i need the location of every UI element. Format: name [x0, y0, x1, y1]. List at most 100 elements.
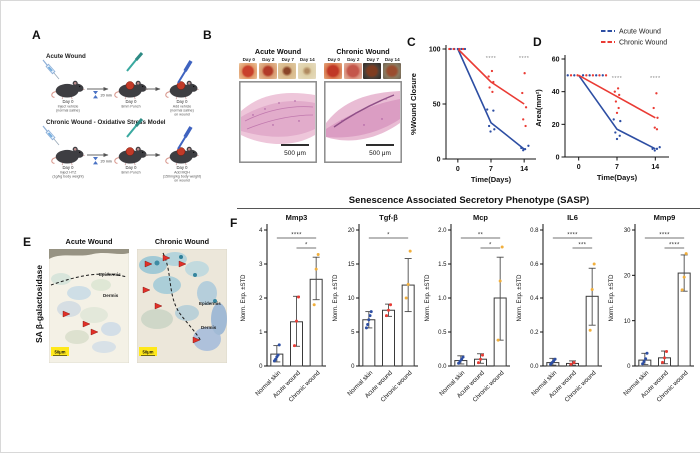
divider [237, 208, 700, 209]
data-point [406, 282, 410, 286]
panel-e-label: E [23, 235, 32, 249]
acute-mouse-3 [165, 60, 200, 100]
x-tick-label: 0 [456, 166, 460, 173]
data-point [644, 357, 648, 361]
wound-photo [363, 63, 381, 79]
data-point [408, 249, 412, 253]
panel-d-label: D [533, 35, 542, 49]
data-point [523, 72, 526, 75]
data-point [614, 131, 617, 134]
data-point [656, 116, 659, 119]
y-tick-label: 4 [259, 228, 263, 234]
significance-label: *** [578, 243, 586, 249]
step-caption: Inject vehicle [58, 105, 79, 109]
data-point [591, 74, 595, 77]
senescent-cell-arrowheads [62, 310, 99, 336]
data-point [498, 279, 502, 283]
y-tick-label: 0 [437, 157, 441, 164]
data-point [614, 100, 618, 103]
chronic-mouse-3 [165, 126, 200, 166]
scale-box [51, 347, 69, 356]
chart-title: Mmp9 [654, 213, 676, 222]
legend-label: Acute Wound [619, 29, 661, 36]
data-point [461, 47, 465, 51]
step-day: Day 0 [63, 99, 75, 104]
y-axis-title: Norm. Exp. ±STD [609, 274, 615, 322]
data-point [642, 359, 646, 363]
step-day: Day 0 [177, 165, 189, 170]
data-point [682, 275, 686, 279]
y-tick-label: 0.8 [530, 228, 539, 234]
legend-label: Chronic Wound [619, 40, 667, 47]
y-tick-label: 60 [552, 57, 560, 64]
chart-title: Mcp [473, 213, 488, 222]
y-tick-label: 0 [556, 155, 560, 162]
interval-label: 20 min [101, 160, 112, 164]
step-caption: (normal saline) [170, 109, 194, 113]
data-point [316, 252, 320, 256]
significance-label: **** [486, 56, 497, 62]
syringe-icon [42, 59, 60, 80]
sa-bgal-positive-spots [154, 255, 217, 303]
y-tick-label: 0 [351, 364, 355, 370]
wound-icon [176, 81, 186, 90]
data-point [601, 74, 604, 77]
step-caption: Add MQH [174, 171, 190, 175]
y-tick-label: 20 [552, 122, 560, 129]
data-point [493, 128, 496, 131]
series-line [457, 48, 525, 105]
data-point [293, 344, 296, 348]
y-axis-title: Norm. Exp. ±STD [241, 274, 247, 322]
data-point [487, 124, 491, 128]
data-point [553, 357, 557, 361]
dermis-label: Dermis [201, 325, 217, 330]
data-point [277, 343, 281, 347]
wound-icon [125, 147, 135, 156]
significance-label: **** [650, 76, 661, 82]
wound-photo [258, 63, 277, 79]
y-tick-label: 10 [624, 319, 631, 325]
epidermis-label: Epidermis [199, 301, 221, 306]
data-point [655, 128, 659, 131]
data-point [481, 353, 484, 357]
y-tick-label: 100 [429, 47, 441, 54]
acute-model-title: Acute Wound [46, 53, 86, 60]
x-tick-label: 7 [489, 166, 493, 173]
day-label: Day 14 [299, 57, 315, 62]
panel-a-wound-models: A Acute Wound [23, 27, 221, 197]
step-caption: (150mg/kg body weight) [163, 175, 201, 179]
chronic-model-title: Chronic Wound - Oxidative Stress Model [46, 119, 166, 126]
data-point [312, 303, 316, 307]
data-point [569, 362, 573, 366]
data-point [653, 149, 656, 152]
data-point [572, 361, 576, 365]
tissue-texture [139, 252, 227, 351]
y-axis-title: Norm. Exp. ±STD [333, 274, 339, 322]
data-point [364, 326, 368, 330]
x-axis-title: Time(Days) [597, 173, 638, 182]
y-tick-label: 0.5 [438, 330, 447, 336]
y-tick-label: 20 [348, 228, 355, 234]
data-point [663, 356, 666, 360]
data-point [665, 349, 668, 353]
series-line [457, 48, 525, 150]
data-point [387, 308, 390, 312]
panel-f-label: F [230, 216, 238, 230]
chronic-mouse-1 [42, 125, 86, 166]
data-point [618, 134, 621, 137]
data-point [581, 74, 585, 77]
data-point [651, 147, 654, 150]
data-point [492, 109, 495, 112]
data-point [463, 47, 467, 51]
wound-photo [239, 63, 257, 79]
data-point [297, 295, 300, 299]
data-point [461, 355, 465, 359]
data-point [617, 106, 620, 110]
epidermis-dermis-boundary [162, 252, 202, 342]
data-point [276, 353, 280, 357]
y-tick-label: 2 [259, 296, 263, 302]
panel-d-wound-area-chart: D 0 20 40 60 0 7 14 Time(Days) Area(mm²) **** ****… [529, 15, 700, 195]
wound-icon [176, 147, 186, 156]
